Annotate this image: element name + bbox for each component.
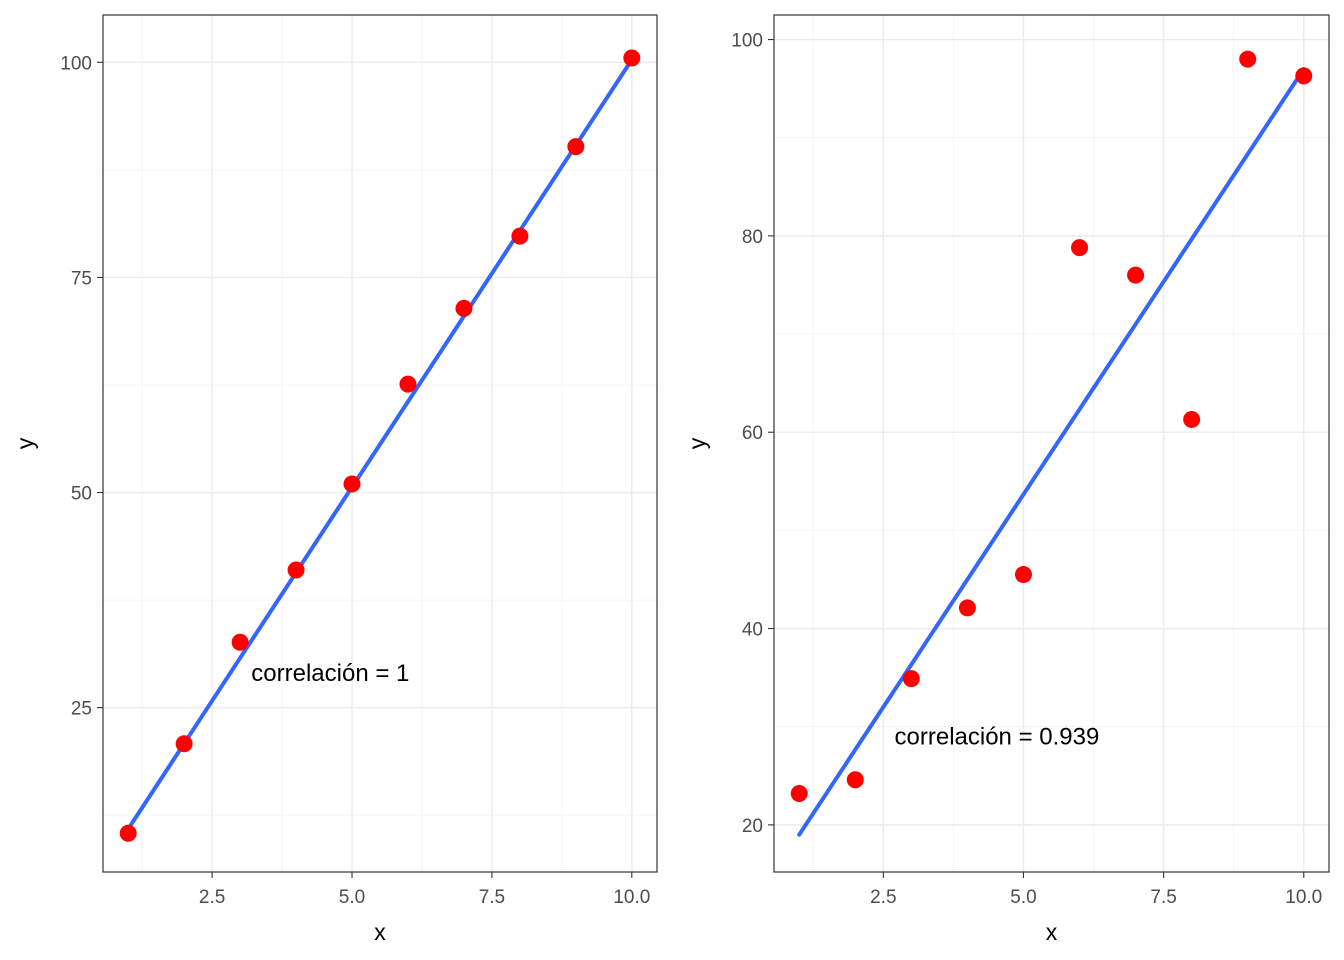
y-axis-title: y xyxy=(12,437,38,449)
y-tick-label: 100 xyxy=(60,53,92,74)
y-tick-label: 75 xyxy=(71,268,92,289)
x-axis-title: x xyxy=(1046,919,1058,945)
data-point xyxy=(399,375,417,393)
data-point xyxy=(1239,50,1257,68)
x-tick-label: 10.0 xyxy=(613,887,650,908)
correlation-annotation: correlación = 0.939 xyxy=(895,724,1100,751)
data-point xyxy=(846,771,864,789)
y-tick-label: 80 xyxy=(742,227,763,248)
x-tick-label: 7.5 xyxy=(479,887,505,908)
x-tick-label: 7.5 xyxy=(1150,887,1176,908)
regression-line xyxy=(126,57,634,831)
x-tick-label: 10.0 xyxy=(1285,887,1322,908)
correlation-annotation: correlación = 1 xyxy=(251,660,409,687)
y-tick-label: 40 xyxy=(742,620,763,641)
data-point xyxy=(511,227,529,245)
data-point xyxy=(231,633,249,651)
data-point xyxy=(1014,566,1032,584)
x-tick-label: 5.0 xyxy=(339,887,365,908)
data-point xyxy=(119,824,137,842)
x-tick-label: 2.5 xyxy=(199,887,225,908)
data-point xyxy=(958,599,976,617)
y-tick-label: 20 xyxy=(742,816,763,837)
data-point xyxy=(287,561,305,579)
data-point xyxy=(343,475,361,493)
panel-border xyxy=(102,14,658,873)
data-point xyxy=(175,735,193,753)
y-axis-title: y xyxy=(684,437,710,449)
x-tick-label: 2.5 xyxy=(870,887,896,908)
data-point xyxy=(1127,266,1145,284)
data-point xyxy=(1295,67,1313,85)
data-point xyxy=(902,670,920,688)
data-point xyxy=(567,138,585,156)
y-tick-label: 60 xyxy=(742,423,763,444)
regression-line xyxy=(797,66,1306,837)
data-point xyxy=(1071,239,1089,257)
data-point xyxy=(455,299,473,317)
x-tick-label: 5.0 xyxy=(1010,887,1036,908)
left-scatter-panel: 2.5 5.0 7.5 10.0 25 50 75 100 correlación = 1 x y xyxy=(12,14,658,945)
panel-border xyxy=(773,14,1330,873)
y-tick-label: 25 xyxy=(71,699,92,720)
y-tick-label: 50 xyxy=(71,484,92,505)
right-scatter-panel: 2.5 5.0 7.5 10.0 20 40 60 80 100 correlación = 0.… xyxy=(684,14,1330,945)
data-point xyxy=(623,49,641,67)
y-tick-label: 100 xyxy=(731,31,763,52)
data-point xyxy=(1183,410,1201,428)
data-point xyxy=(790,784,808,802)
x-axis-title: x xyxy=(374,919,386,945)
